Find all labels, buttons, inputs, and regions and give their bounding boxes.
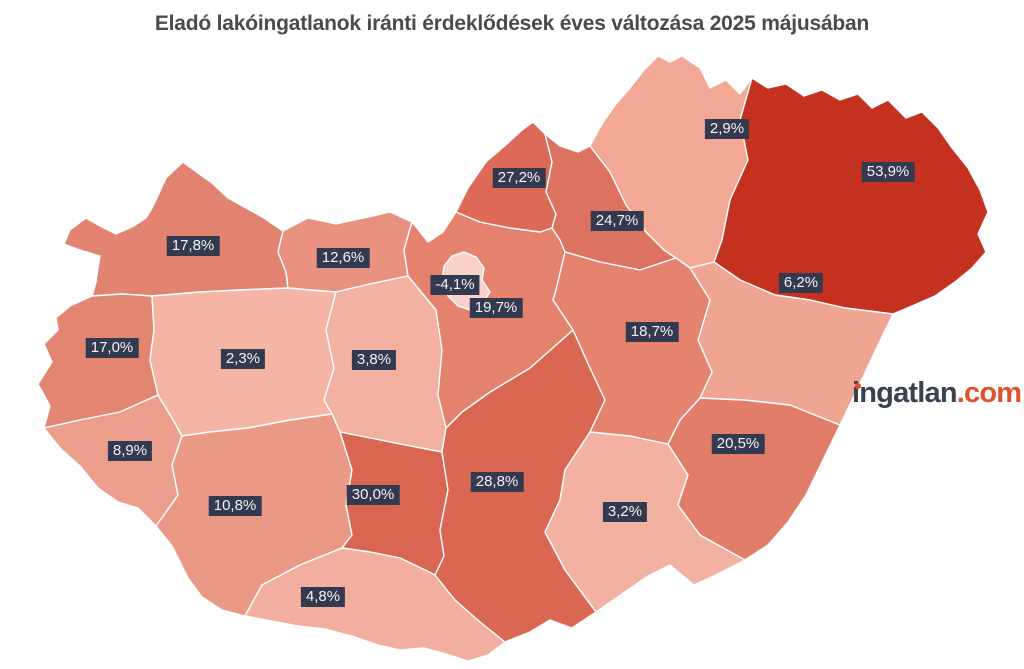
- region-fejer[interactable]: [323, 275, 447, 453]
- logo-text-suffix: .com: [956, 377, 1022, 409]
- region-baranya[interactable]: [244, 547, 506, 662]
- region-szabolcs-szatmar-bereg[interactable]: [713, 77, 989, 315]
- region-gyor-moson-sopron[interactable]: [63, 161, 289, 297]
- region-jasz-nagykun-szolnok[interactable]: [552, 251, 713, 445]
- region-nograd[interactable]: [455, 121, 557, 233]
- county-regions: [37, 55, 989, 662]
- chart-title: Eladó lakóingatlanok iránti érdeklődések…: [154, 12, 870, 35]
- ingatlan-logo[interactable]: ingatlan.com: [852, 377, 1022, 409]
- logo-i-dot-icon: [855, 383, 861, 389]
- logo-text-main: ingatlan: [852, 377, 958, 409]
- region-veszprem[interactable]: [149, 287, 337, 437]
